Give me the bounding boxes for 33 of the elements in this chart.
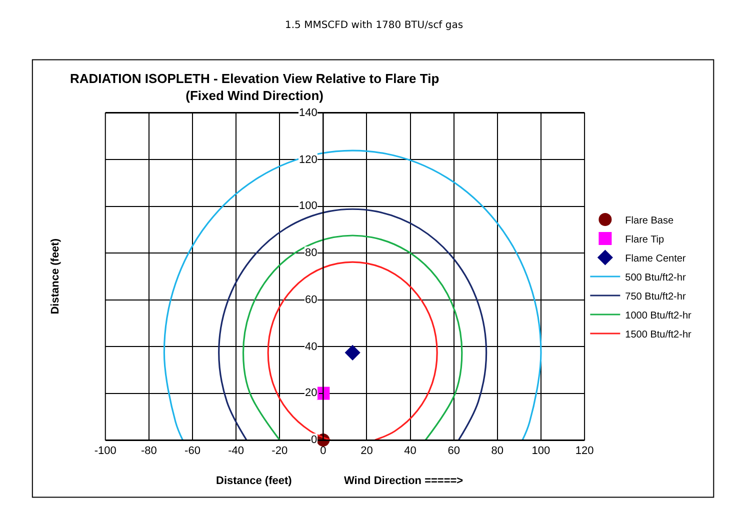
y-tick-label: 140 xyxy=(299,107,318,119)
x-tick-label: 0 xyxy=(320,445,326,458)
x-tick-label: 100 xyxy=(532,445,550,458)
y-tick-label: 100 xyxy=(299,200,318,212)
legend-label: Flame Center xyxy=(625,253,686,264)
chart-title: RADIATION ISOPLETH - Elevation View Relative to Flare Tip (Fixed Wind Direction) xyxy=(70,71,440,103)
x-tick-label: -20 xyxy=(272,445,288,458)
x-tick-label: -80 xyxy=(140,445,157,458)
y-tick-label: 120 xyxy=(299,154,318,166)
legend-label: 1500 Btu/ft2-hr xyxy=(625,329,692,340)
x-tick-label: 120 xyxy=(575,445,594,458)
y-axis-title: Distance (feet) xyxy=(49,238,62,314)
y-tick-label: 40 xyxy=(305,341,318,353)
y-tick-label: 0 xyxy=(311,434,318,446)
x-tick-label: -60 xyxy=(184,445,200,458)
legend-label: 1000 Btu/ft2-hr xyxy=(625,310,692,322)
legend-label: Flare Base xyxy=(625,215,674,226)
y-tick-label: 60 xyxy=(305,294,318,306)
x-tick-label: -40 xyxy=(228,445,244,458)
x-tick-label: 80 xyxy=(491,445,504,458)
x-tick-label: 60 xyxy=(448,445,460,458)
text: 1.5 MMSCFD with 1780 BTU/scf gas xyxy=(285,20,464,31)
y-tick-label: 20 xyxy=(305,387,318,399)
x-tick-label: 20 xyxy=(360,445,373,458)
legend-label: 500 Btu/ft2-hr xyxy=(625,272,686,284)
point xyxy=(344,344,360,360)
x-tick-label: 40 xyxy=(404,445,416,458)
x-tick-label: -100 xyxy=(94,445,116,458)
x-axis-title: Distance (feet) xyxy=(216,475,292,487)
legend-label: 750 Btu/ft2-hr xyxy=(625,291,686,302)
legend-label: Flare Tip xyxy=(625,234,665,246)
y-tick-label: 80 xyxy=(305,247,318,259)
text: Wind Direction =====> xyxy=(344,475,464,487)
